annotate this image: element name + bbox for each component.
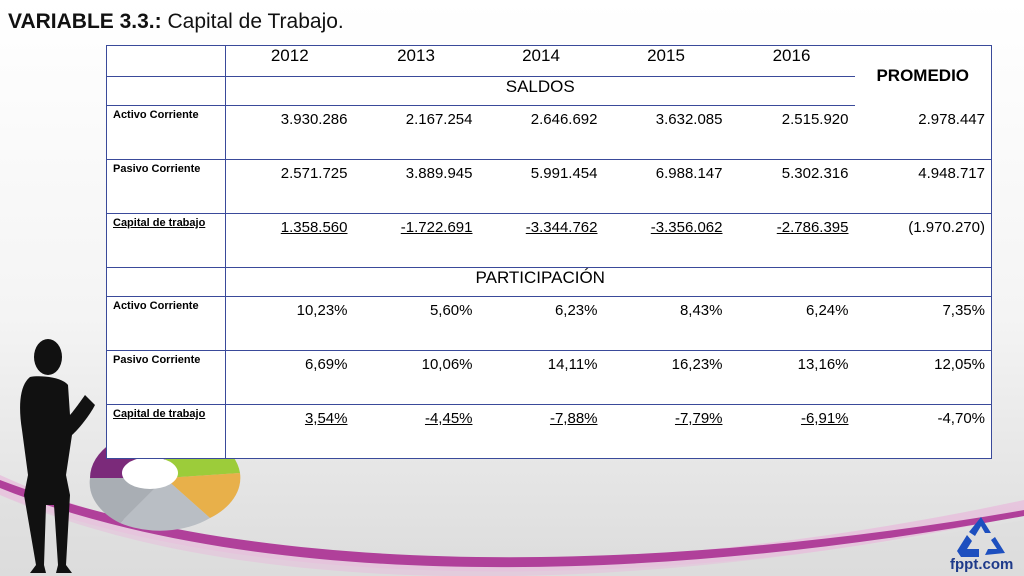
table-cell: -1.722.691 — [353, 213, 479, 268]
slide-title: VARIABLE 3.3.: Capital de Trabajo. — [8, 10, 344, 34]
year-header: 2012 — [225, 45, 354, 77]
cell-value: -3.344.762 — [525, 219, 598, 236]
row-label: Activo Corriente — [106, 296, 226, 351]
table-cell: -7,79% — [604, 405, 729, 459]
table-cell: -3.356.062 — [603, 213, 729, 268]
capital-de-trabajo-table: 2012 2013 2014 2015 2016 PROMEDIO SALDOS… — [106, 45, 992, 459]
table-cell: 2.167.254 — [353, 105, 479, 160]
row-label-text: Capital de trabajo — [113, 408, 206, 420]
table-row: Activo Corriente 3.930.286 2.167.254 2.6… — [106, 105, 992, 160]
brand-logo-text: fppt.com — [950, 556, 1014, 573]
table-cell: 3.930.286 — [225, 105, 354, 160]
slide-title-variable: VARIABLE 3.3.: — [8, 10, 162, 33]
table-cell: 10,06% — [353, 350, 479, 405]
slide-title-text: Capital de Trabajo. — [161, 10, 344, 33]
table-cell-promedio: 7,35% — [854, 296, 992, 351]
section-blank-cell — [106, 76, 226, 106]
table-cell: 5.991.454 — [478, 159, 604, 214]
table-cell: 5.302.316 — [728, 159, 855, 214]
cell-value: 3,54% — [304, 410, 348, 427]
table-cell: 3.889.945 — [353, 159, 479, 214]
cell-value: -4,45% — [424, 410, 473, 427]
table-row: Activo Corriente 10,23% 5,60% 6,23% 8,43… — [106, 296, 992, 351]
row-label: Pasivo Corriente — [106, 159, 226, 214]
table-cell: 16,23% — [603, 350, 729, 405]
row-label: Activo Corriente — [106, 105, 226, 160]
table-cell: -7,88% — [479, 405, 604, 459]
decorative-swoosh — [0, 475, 1024, 576]
table-row: Capital de trabajo 1.358.560 -1.722.691 … — [106, 213, 992, 268]
table-cell: 2.646.692 — [478, 105, 604, 160]
table-cell: 2.515.920 — [728, 105, 855, 160]
section-saldos-row: SALDOS — [106, 76, 992, 106]
year-header: 2016 — [728, 45, 855, 77]
row-label: Capital de trabajo — [106, 213, 226, 268]
table-row: Pasivo Corriente 6,69% 10,06% 14,11% 16,… — [106, 350, 992, 405]
year-header: 2013 — [353, 45, 479, 77]
table-cell-promedio: (1.970.270) — [854, 213, 992, 268]
table-cell: 1.358.560 — [225, 213, 354, 268]
table-cell: 6,23% — [478, 296, 604, 351]
table-cell: 6.988.147 — [603, 159, 729, 214]
table-row: Pasivo Corriente 2.571.725 3.889.945 5.9… — [106, 159, 992, 214]
table-cell-promedio: 12,05% — [854, 350, 992, 405]
row-label-text: Capital de trabajo — [113, 217, 206, 229]
table-cell: 6,24% — [728, 296, 855, 351]
cell-value: -2.786.395 — [776, 219, 849, 236]
section-saldos-label: SALDOS — [225, 76, 855, 106]
cell-value: -7,88% — [549, 410, 598, 427]
table-cell: 6,69% — [225, 350, 354, 405]
table-cell: 14,11% — [478, 350, 604, 405]
table-cell: 2.571.725 — [225, 159, 354, 214]
section-participacion-row: PARTICIPACIÓN — [106, 267, 992, 297]
table-cell-promedio: 4.948.717 — [854, 159, 992, 214]
cell-value: -6,91% — [800, 410, 849, 427]
section-blank-cell — [854, 267, 992, 297]
table-cell: 5,60% — [353, 296, 479, 351]
cell-value: 1.358.560 — [280, 219, 348, 236]
table-cell: -3.344.762 — [478, 213, 604, 268]
year-header: 2015 — [603, 45, 729, 77]
year-header-row: 2012 2013 2014 2015 2016 PROMEDIO — [106, 45, 992, 85]
businesswoman-silhouette — [20, 339, 95, 573]
cell-value: -7,79% — [674, 410, 723, 427]
year-header: 2014 — [478, 45, 604, 77]
table-row: Capital de trabajo 3,54% -4,45% -7,88% -… — [106, 404, 992, 459]
section-participacion-label: PARTICIPACIÓN — [225, 267, 855, 297]
section-blank-cell — [106, 267, 226, 297]
table-cell: 8,43% — [603, 296, 729, 351]
table-cell: -4,45% — [354, 405, 479, 459]
table-cell-promedio: 2.978.447 — [854, 105, 992, 160]
table-cell: 3,54% — [226, 405, 354, 459]
cell-value: -3.356.062 — [650, 219, 723, 236]
recycle-icon — [957, 517, 1005, 557]
table-cell-promedio: -4,70% — [937, 410, 985, 427]
cell-value: -1.722.691 — [400, 219, 473, 236]
row-label: Pasivo Corriente — [106, 350, 226, 405]
row-label: Capital de trabajo — [106, 404, 226, 459]
table-cell: 13,16% — [728, 350, 855, 405]
table-cell: -6,91% — [729, 405, 855, 459]
promedio-header: PROMEDIO — [876, 65, 970, 85]
table-cell: 10,23% — [225, 296, 354, 351]
table-cell: 3.632.085 — [603, 105, 729, 160]
table-cell: -2.786.395 — [728, 213, 855, 268]
header-blank-cell — [106, 45, 226, 77]
